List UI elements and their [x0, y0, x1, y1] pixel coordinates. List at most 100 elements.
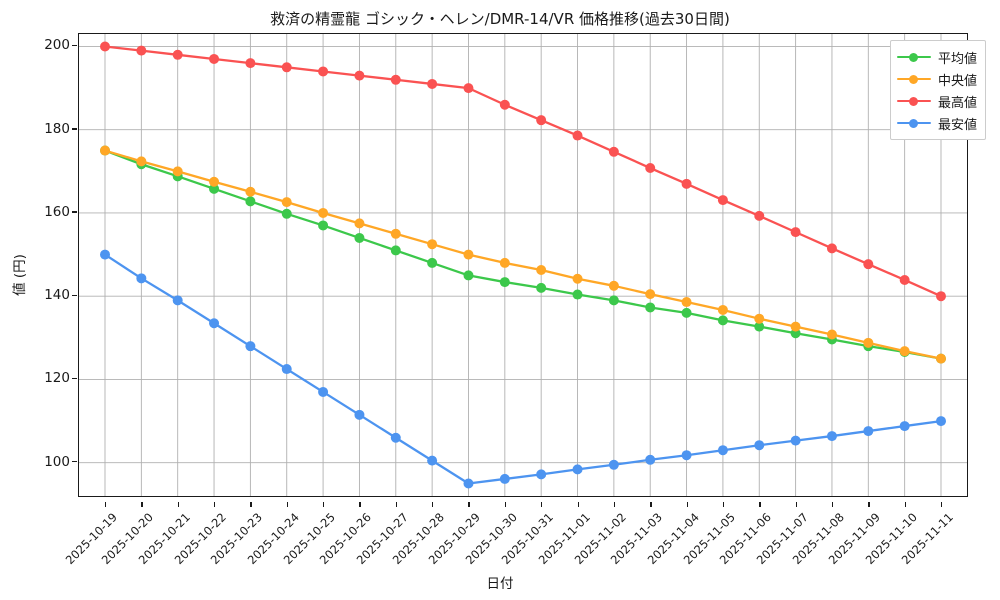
- data-point: [463, 249, 474, 260]
- data-point: [681, 178, 692, 189]
- data-point: [318, 66, 329, 77]
- data-point: [536, 264, 547, 275]
- data-point: [172, 166, 183, 177]
- data-point: [645, 289, 656, 300]
- data-point: [499, 257, 510, 268]
- data-point: [645, 302, 656, 313]
- data-point: [245, 196, 256, 207]
- series-3: [100, 41, 946, 302]
- y-tick-label: 200: [44, 37, 70, 54]
- y-tick-label: 100: [44, 453, 70, 470]
- data-point: [100, 249, 110, 260]
- data-point: [536, 469, 547, 480]
- data-point: [936, 416, 946, 427]
- data-point: [790, 435, 801, 446]
- series-4: [100, 249, 946, 489]
- y-tick-mark: [72, 461, 77, 463]
- legend-item-2[interactable]: 中央値: [896, 68, 977, 90]
- legend-marker-icon: [896, 50, 931, 64]
- data-point: [863, 337, 874, 348]
- x-tick-mark: [759, 502, 761, 507]
- data-point: [390, 228, 401, 239]
- x-tick-mark: [686, 502, 688, 507]
- data-point: [608, 295, 619, 306]
- data-point: [245, 58, 256, 69]
- data-point: [754, 210, 765, 221]
- data-point: [281, 208, 292, 219]
- data-point: [826, 243, 837, 254]
- data-point: [318, 386, 329, 397]
- y-tick-mark: [72, 294, 77, 296]
- x-tick-mark: [577, 502, 579, 507]
- x-tick-mark: [323, 502, 325, 507]
- data-point: [754, 313, 765, 324]
- x-tick-mark: [868, 502, 870, 507]
- data-point: [463, 478, 474, 489]
- data-point: [645, 163, 656, 174]
- data-point: [899, 274, 910, 285]
- legend-label: 平均値: [937, 51, 977, 67]
- data-point: [899, 346, 910, 357]
- x-tick-mark: [141, 502, 143, 507]
- data-point: [754, 440, 765, 451]
- data-point: [572, 464, 583, 475]
- chart-title: 救済の精霊龍 ゴシック・ヘレン/DMR-14/VR 価格推移(過去30日間): [270, 10, 730, 28]
- data-point: [608, 280, 619, 291]
- x-tick-mark: [468, 502, 470, 507]
- legend-item-3[interactable]: 最高値: [896, 90, 977, 112]
- data-point: [863, 426, 874, 437]
- legend-item-1[interactable]: 平均値: [896, 46, 977, 68]
- x-tick-mark: [105, 502, 107, 507]
- legend-marker-icon: [896, 72, 931, 86]
- data-point: [826, 329, 837, 340]
- y-tick-label: 120: [44, 370, 70, 387]
- data-point: [209, 183, 220, 194]
- y-tick-mark: [72, 44, 77, 47]
- data-point: [717, 195, 728, 206]
- data-point: [790, 321, 801, 332]
- data-point: [499, 473, 510, 484]
- data-point: [136, 156, 147, 167]
- data-point: [427, 257, 438, 268]
- data-point: [499, 277, 510, 288]
- legend-marker-icon: [896, 94, 931, 108]
- data-point: [681, 450, 692, 461]
- x-tick-mark: [214, 502, 216, 507]
- data-point: [390, 74, 401, 85]
- x-tick-mark: [359, 502, 361, 507]
- data-point: [572, 289, 583, 300]
- data-point: [826, 431, 837, 442]
- data-point: [499, 99, 510, 110]
- data-point: [281, 364, 292, 375]
- data-point: [136, 45, 147, 56]
- legend-marker-icon: [896, 116, 931, 130]
- data-point: [536, 282, 547, 293]
- y-axis-tick-labels: 100 120 140 160 180 200: [28, 33, 77, 497]
- data-point: [354, 232, 365, 243]
- data-point: [209, 53, 220, 64]
- legend-item-4[interactable]: 最安値: [896, 112, 977, 134]
- data-point: [608, 459, 619, 470]
- data-point: [281, 197, 292, 208]
- data-point: [717, 304, 728, 315]
- x-tick-mark: [722, 502, 725, 507]
- data-point: [136, 273, 147, 284]
- data-point: [100, 145, 110, 156]
- data-point: [100, 41, 110, 52]
- data-point: [390, 245, 401, 256]
- y-tick-mark: [72, 128, 77, 130]
- data-point: [318, 220, 329, 231]
- data-point: [536, 115, 547, 126]
- legend-label: 中央値: [937, 73, 977, 89]
- data-point: [209, 318, 220, 329]
- data-point: [645, 454, 656, 465]
- y-tick-label: 160: [44, 203, 70, 220]
- data-point: [172, 295, 183, 306]
- y-tick-mark: [72, 211, 77, 213]
- data-point: [754, 321, 765, 332]
- x-tick-mark: [831, 502, 834, 507]
- data-point: [463, 270, 474, 281]
- x-tick-mark: [904, 502, 906, 507]
- data-point: [717, 445, 728, 456]
